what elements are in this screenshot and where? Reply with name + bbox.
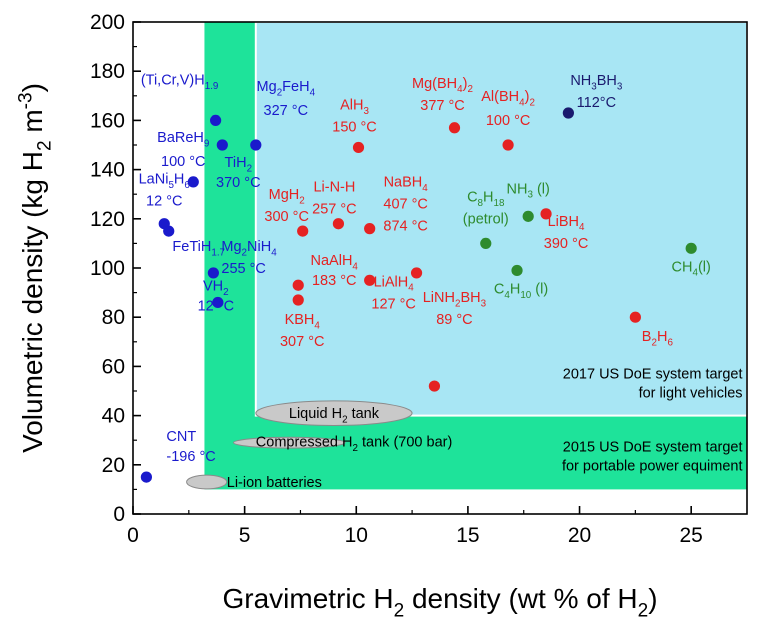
ellipse-label: Liquid H2 tank: [289, 406, 380, 425]
ellipse-mark: [255, 400, 413, 426]
point-label: KBH4 307 °C: [280, 312, 325, 350]
point-label: BaReH9 100 °C: [157, 130, 210, 170]
data-point: [364, 274, 376, 286]
data-point: [352, 141, 365, 154]
point-label: LiNH2BH3 89 °C: [423, 290, 487, 328]
data-point: [292, 294, 304, 306]
point-label: VH2 12 °C: [198, 278, 234, 314]
y-tick-label: 120: [90, 208, 125, 231]
data-point: [207, 267, 219, 279]
data-point: [522, 210, 534, 222]
point-label: Mg(BH4)2 377 °C: [412, 76, 473, 114]
data-point: [685, 242, 697, 254]
data-point: [292, 279, 304, 291]
data-point: [163, 225, 175, 237]
data-point: [212, 296, 224, 309]
x-tick-label: 20: [568, 524, 591, 547]
y-tick-label: 140: [90, 159, 125, 182]
point-label: LaNi5H6 12 °C: [139, 172, 191, 210]
point-label: Al(BH4)2 100 °C: [481, 89, 535, 129]
point-label: NaBH4 407 °C 874 °C: [383, 175, 428, 235]
y-tick-label: 160: [90, 109, 125, 132]
data-point: [332, 218, 345, 230]
point-label: CNT -196 °C: [166, 429, 215, 465]
ellipse-label: Compressed H2 tank (700 bar): [256, 435, 452, 454]
point-label: (Ti,Cr,V)H1.9: [141, 72, 219, 91]
x-tick-label: 10: [345, 524, 368, 547]
point-label: LiAlH4 127 °C: [371, 274, 416, 312]
point-label: LiBH4 390 °C: [544, 214, 589, 252]
x-axis-title: Gravimetric H2 density (wt % of H2): [222, 583, 657, 621]
data-point: [511, 264, 523, 277]
point-label: NaAlH4 183 °C: [311, 253, 359, 289]
data-point: [410, 267, 423, 279]
y-tick-label: 40: [102, 405, 125, 428]
data-point: [364, 223, 376, 235]
data-point: [540, 208, 552, 220]
point-label: AlH3 150 °C: [332, 97, 377, 135]
y-tick-label: 100: [90, 257, 125, 280]
data-point: [562, 107, 574, 119]
y-tick-label: 0: [113, 503, 125, 526]
region-label-2017: 2017 US DoE system target for light vehic…: [563, 367, 743, 402]
data-point: [187, 176, 199, 188]
data-point: [629, 311, 641, 323]
data-point: [250, 139, 262, 151]
point-label: C8H18 (petrol): [463, 189, 509, 227]
point-label: Mg2NiH4 255 °C: [221, 239, 277, 277]
point-label: NH3 (l): [507, 181, 550, 200]
data-point: [140, 471, 152, 483]
data-point: [448, 122, 461, 134]
data-point: [216, 139, 228, 151]
x-tick-label: 0: [127, 524, 139, 547]
ellipse-label: Li-ion batteries: [227, 475, 322, 491]
data-point: [480, 237, 492, 249]
storage-ellipses: [186, 400, 413, 490]
axes: 0 5 10 15 20 25 0 20 40 60 80 100 120 140 160 180 200: [90, 11, 748, 547]
point-label: NH3BH3 112°C: [570, 73, 623, 111]
point-label: CH4(l): [672, 259, 711, 278]
y-tick-label: 200: [90, 11, 125, 34]
point-label: MgH2 300 °C: [264, 187, 309, 225]
data-point: [502, 139, 514, 151]
x-tick-label: 15: [456, 524, 479, 547]
point-label: Mg2FeH4 327 °C: [257, 79, 316, 119]
point-label: Li-N-H 257 °C: [312, 180, 357, 218]
data-points: [140, 107, 697, 483]
region-label-2015: 2015 US DoE system target for portable po…: [562, 439, 743, 474]
point-label: TiH2 370 °C: [216, 155, 261, 191]
y-axis-title: Volumetric density (kg H2 m-3): [15, 83, 55, 453]
y-tick-label: 20: [102, 454, 125, 477]
point-label: C4H10 (l): [494, 281, 548, 300]
data-point: [297, 225, 309, 237]
y-tick-label: 80: [102, 306, 125, 329]
data-point: [428, 380, 441, 392]
ellipse-mark: [232, 436, 346, 449]
y-tick-label: 180: [90, 60, 125, 83]
x-tick-label: 5: [239, 524, 251, 547]
ellipse-mark: [186, 474, 228, 490]
x-tick-label: 25: [680, 524, 703, 547]
point-label: FeTiH1.7: [172, 239, 225, 258]
point-label: B2H6: [642, 329, 674, 348]
data-point: [210, 114, 222, 126]
y-tick-label: 60: [102, 355, 125, 378]
